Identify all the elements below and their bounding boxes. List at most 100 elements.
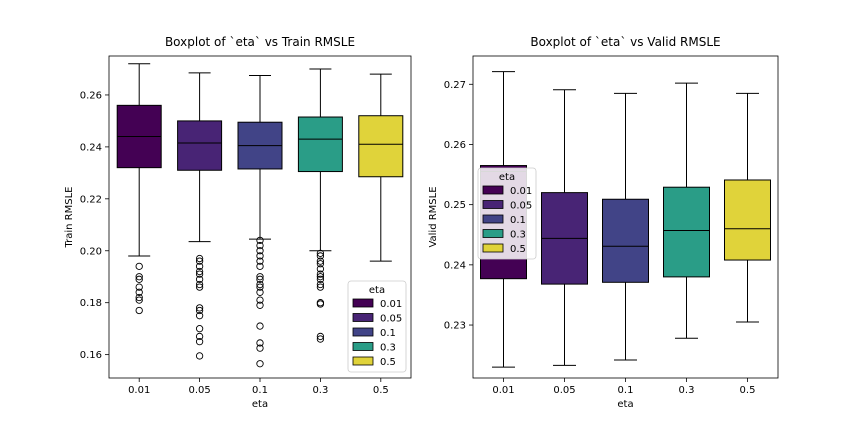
flier-point xyxy=(135,273,143,281)
box-0.05 xyxy=(177,72,223,360)
box-0.5 xyxy=(358,73,404,262)
box-0.3 xyxy=(297,68,343,343)
flier-point xyxy=(316,300,325,308)
flier-point xyxy=(316,283,325,291)
flier-point xyxy=(316,257,325,265)
x-tick-label: 0.5 xyxy=(740,385,756,396)
flier-point xyxy=(316,332,325,341)
legend-swatch-0.01 xyxy=(352,298,374,308)
flier-point xyxy=(195,352,204,360)
legend: eta 0.01 0.05 0.1 0.3 0.5 xyxy=(347,280,407,373)
chart-title: Boxplot of `eta` vs Train RMSLE xyxy=(165,35,355,49)
flier-point xyxy=(195,270,204,278)
legend-label-0.3: 0.3 xyxy=(380,343,396,354)
legend-title: eta xyxy=(499,172,515,183)
legend-label-0.3: 0.3 xyxy=(510,230,526,241)
flier-point xyxy=(256,247,264,255)
y-tick-label: 0.26 xyxy=(444,140,466,151)
chart-panel-2: Boxplot of `eta` vs Valid RMSLE 0.23 0.24 0… xyxy=(428,35,779,410)
flier-point xyxy=(256,283,264,291)
flier-point xyxy=(256,241,264,250)
x-tick-label: 0.01 xyxy=(128,385,150,396)
flier-point xyxy=(195,337,204,346)
y-tick-label: 0.16 xyxy=(80,350,102,361)
flier-point xyxy=(195,254,204,263)
flier-point xyxy=(256,360,264,368)
legend-label-0.05: 0.05 xyxy=(510,201,532,212)
flier-point xyxy=(316,249,325,258)
y-tick-label: 0.22 xyxy=(80,194,102,205)
legend-label-0.5: 0.5 xyxy=(510,244,526,255)
flier-point xyxy=(316,260,325,268)
legend-label-0.1: 0.1 xyxy=(380,328,396,339)
flier-point xyxy=(256,296,264,304)
flier-point xyxy=(135,262,143,270)
y-axis-label: Train RMSLE xyxy=(64,187,75,249)
flier-point xyxy=(256,288,264,296)
flier-point xyxy=(316,252,325,260)
flier-point xyxy=(195,306,204,315)
legend-label-0.5: 0.5 xyxy=(380,357,396,368)
legend-label-0.1: 0.1 xyxy=(510,215,526,226)
flier-point xyxy=(256,252,264,260)
legend-swatch-0.1 xyxy=(482,214,504,224)
flier-point xyxy=(256,280,264,289)
box-0.1 xyxy=(602,92,649,361)
flier-point xyxy=(195,280,204,289)
box-body xyxy=(297,116,343,173)
box-0.01 xyxy=(116,63,162,315)
flier-point xyxy=(316,265,325,273)
legend-swatch-0.5 xyxy=(482,243,504,253)
box-body xyxy=(724,179,771,261)
flier-point xyxy=(256,236,264,245)
box-0.5 xyxy=(724,92,771,323)
flier-point xyxy=(316,275,325,283)
box-body xyxy=(177,120,223,171)
flier-point xyxy=(256,257,264,265)
flier-point xyxy=(256,339,264,347)
flier-point xyxy=(195,325,204,333)
legend: eta 0.01 0.05 0.1 0.3 0.5 xyxy=(477,167,537,260)
x-tick-label: 0.3 xyxy=(679,385,695,396)
flier-point xyxy=(135,288,143,296)
x-tick-label: 0.01 xyxy=(492,385,514,396)
flier-point xyxy=(316,270,325,278)
flier-point xyxy=(195,267,204,276)
y-tick-label: 0.24 xyxy=(444,260,466,271)
flier-point xyxy=(195,262,204,270)
box-0.1 xyxy=(237,74,283,368)
legend-label-0.01: 0.01 xyxy=(510,186,532,197)
y-tick-label: 0.18 xyxy=(80,298,102,309)
flier-point xyxy=(135,293,143,302)
x-axis-label: eta xyxy=(252,399,268,410)
y-tick-label: 0.20 xyxy=(80,246,102,257)
y-axis-label: Valid RMSLE xyxy=(428,186,439,247)
flier-point xyxy=(195,332,204,341)
flier-point xyxy=(135,296,143,304)
flier-point xyxy=(256,344,264,352)
axes-frame xyxy=(472,55,779,379)
flier-point xyxy=(316,280,325,289)
x-axis-label: eta xyxy=(617,399,633,410)
flier-point xyxy=(256,262,264,270)
legend-title: eta xyxy=(369,285,385,296)
flier-point xyxy=(195,275,204,283)
flier-point xyxy=(195,304,204,312)
y-tick-label: 0.23 xyxy=(444,321,466,332)
chart-panel-1: Boxplot of `eta` vs Train RMSLE 0.16 0.18 0… xyxy=(64,35,412,410)
flier-point xyxy=(316,335,325,343)
x-tick-label: 0.1 xyxy=(252,385,268,396)
flier-point xyxy=(135,275,143,283)
flier-point xyxy=(195,283,204,291)
box-body xyxy=(602,198,649,283)
flier-point xyxy=(195,312,204,320)
x-tick-label: 0.3 xyxy=(312,385,328,396)
y-tick-label: 0.25 xyxy=(444,200,466,211)
y-tick-label: 0.27 xyxy=(444,80,466,91)
legend-swatch-0.5 xyxy=(352,356,374,366)
flier-point xyxy=(135,283,143,291)
flier-point xyxy=(256,275,264,283)
x-tick-label: 0.1 xyxy=(618,385,634,396)
chart-title: Boxplot of `eta` vs Valid RMSLE xyxy=(530,35,720,49)
